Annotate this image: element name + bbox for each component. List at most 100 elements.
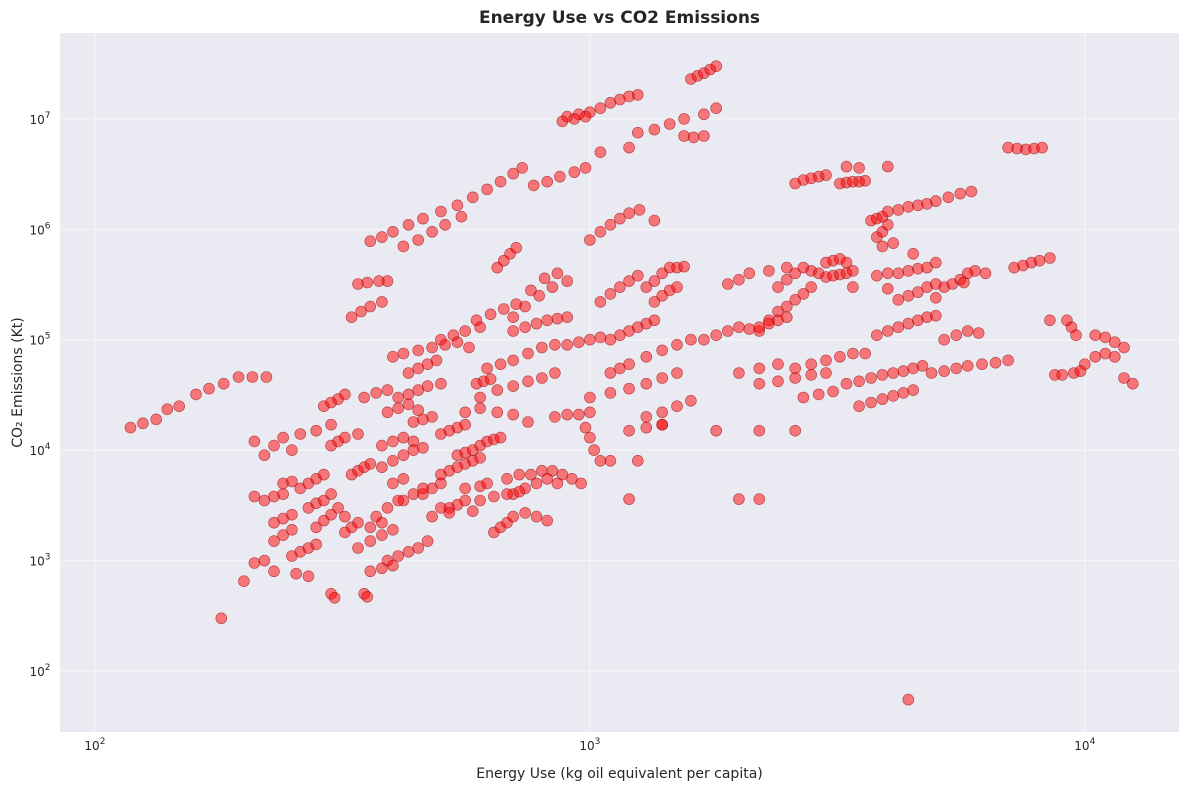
scatter-point [710,329,723,342]
scatter-point [594,331,607,344]
scatter-point [631,89,644,101]
scatter-point [753,362,766,375]
scatter-point [370,387,383,399]
scatter-point [443,507,456,519]
scatter-point [494,431,507,444]
scatter-point [721,325,734,337]
scatter-point [575,477,587,490]
scatter-point [310,538,323,551]
scatter-point [780,273,793,286]
scatter-point [789,293,802,306]
scatter-point [551,477,564,490]
scatter-point [439,219,451,231]
scatter-point [325,488,337,500]
scatter-point [623,358,635,371]
scatter-point [685,333,697,346]
scatter-point [566,472,578,485]
scatter-point [820,367,832,379]
scatter-point [302,570,315,583]
scatter-point [656,344,669,357]
scatter-point [541,314,554,327]
scatter-point [604,387,617,399]
scatter-point [310,521,323,534]
scatter-point [407,488,420,500]
scatter-point [772,281,784,293]
scatter-point [277,431,289,444]
scatter-point [780,311,793,324]
scatter-point [481,477,493,490]
scatter-point [339,431,351,444]
scatter-point [516,162,529,174]
x-tick-label: 104 [1074,737,1095,753]
scatter-point [648,214,661,227]
scatter-point [954,187,967,200]
scatter-point [376,296,388,308]
scatter-point [260,371,273,383]
scatter-point [541,514,554,527]
scatter-point [733,273,745,286]
scatter-point [631,454,644,467]
scatter-point [474,391,486,404]
scatter-point [455,210,468,223]
scatter-point [870,269,883,282]
scatter-point [579,110,592,123]
scatter-point [392,550,405,562]
y-tick-label: 105 [29,332,50,348]
scatter-point [507,311,520,324]
scatter-point [594,454,607,467]
scatter-point [561,408,574,421]
scatter-point [488,490,500,503]
scatter-point [902,693,915,706]
scatter-point [1089,329,1102,342]
scatter-point [232,371,245,383]
scatter-point [268,535,280,547]
scatter-point [780,261,793,274]
scatter-point [397,431,410,444]
scatter-point [1127,377,1139,390]
scatter-point [859,347,872,360]
scatter-point [538,272,551,285]
scatter-point [1118,372,1130,384]
x-axis-ticks: 102 103 104 [84,737,1095,753]
scatter-point [950,329,963,342]
scatter-point [656,406,669,419]
scatter-point [772,375,784,388]
scatter-point [827,385,839,398]
scatter-point [352,542,364,554]
scatter-point [1118,341,1130,354]
scatter-point [530,477,543,490]
scatter-point [397,347,410,360]
scatter-point [698,333,710,346]
scatter-point [1044,314,1056,327]
scatter-point [412,542,425,554]
scatter-point [671,367,683,379]
scatter-point [381,406,394,419]
scatter-point [203,382,215,395]
scatter-point [710,60,723,72]
scatter-point [381,384,394,396]
scatter-point [685,394,697,407]
scatter-point [671,400,683,413]
scatter-point [623,207,635,219]
scatter-point [594,146,607,158]
scatter-point [519,507,531,519]
scatter-point [364,235,377,247]
scatter-point [1089,350,1102,363]
scatter-point [614,212,626,225]
scatter-point [426,510,438,523]
scatter-point [491,384,504,396]
scatter-point [671,338,683,351]
scatter-point [820,169,832,181]
scatter-point [328,591,341,604]
scatter-point [631,126,644,139]
scatter-point [286,508,298,521]
scatter-point [1036,141,1048,154]
scatter-point [215,612,228,625]
scatter-point [579,421,592,434]
scatter-point [1002,354,1014,367]
scatter-point [789,267,802,280]
scatter-point [561,311,574,324]
y-tick-label: 107 [29,111,50,127]
scatter-point [376,562,388,575]
